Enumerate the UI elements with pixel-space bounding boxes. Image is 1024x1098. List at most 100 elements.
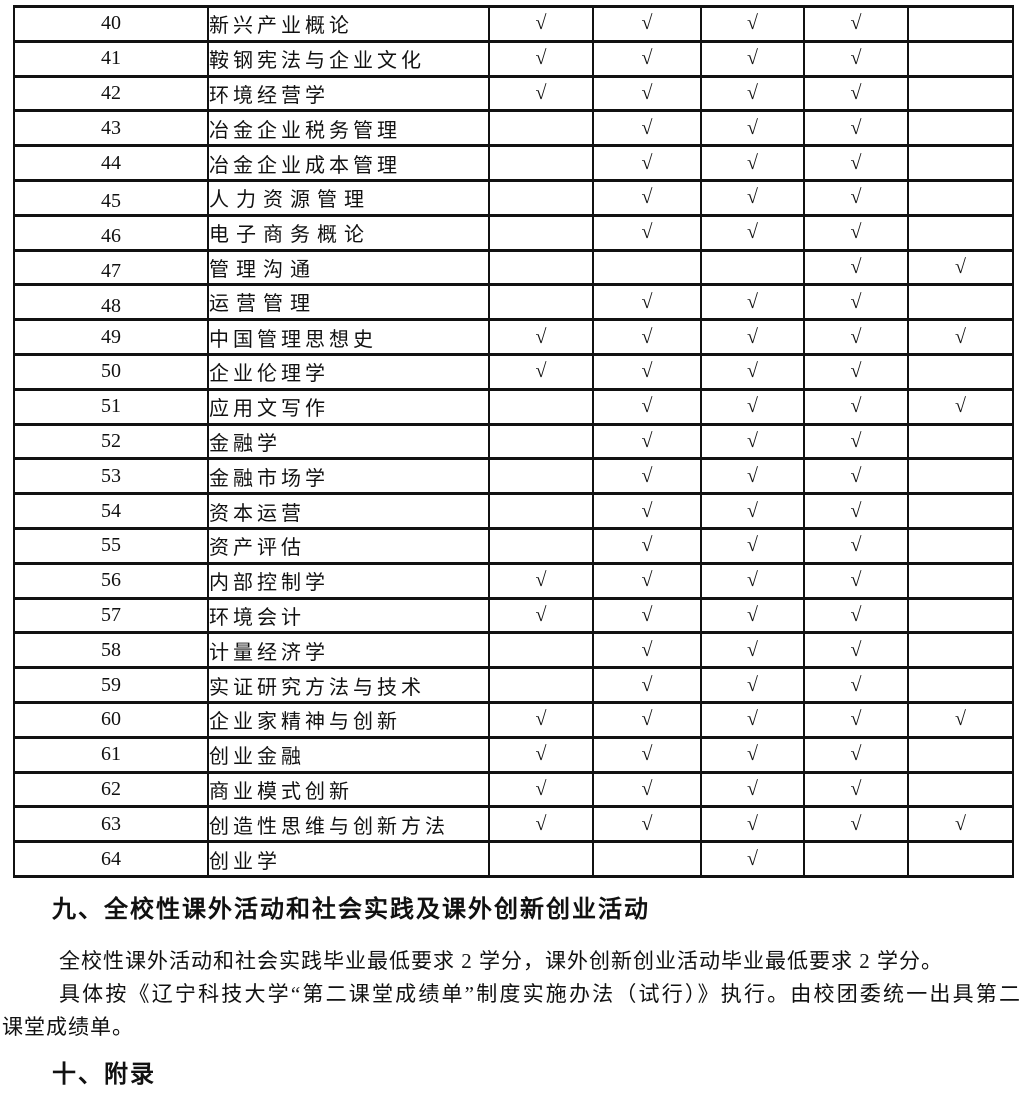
course-name-cell: 人力资源管理 xyxy=(207,178,490,217)
empty-check-cell xyxy=(488,840,594,878)
empty-check-cell xyxy=(488,631,594,670)
empty-check-cell xyxy=(907,213,1014,252)
course-name-cell: 金融学 xyxy=(207,422,490,461)
checkmark-cell: √ xyxy=(488,805,594,844)
row-number: 63 xyxy=(101,812,121,835)
checkmark-cell: √ xyxy=(488,318,594,356)
checkmark-cell: √ xyxy=(803,213,909,252)
checkmark-cell: √ xyxy=(592,144,702,182)
empty-check-cell xyxy=(907,492,1014,530)
row-number: 57 xyxy=(101,603,121,626)
checkmark-cell: √ xyxy=(907,387,1014,426)
checkmark-cell: √ xyxy=(488,770,594,809)
row-number: 42 xyxy=(101,81,121,104)
paragraph-policy-line-2: 课堂成绩单。 xyxy=(2,1015,134,1039)
row-number-cell: 56 xyxy=(13,561,209,600)
row-number: 53 xyxy=(101,464,121,487)
section-9-body: 全校性课外活动和社会实践毕业最低要求 2 学分，课外创新创业活动毕业最低要求 2… xyxy=(2,945,1021,1044)
checkmark-cell: √ xyxy=(592,387,702,426)
checkmark-cell: √ xyxy=(592,526,702,565)
course-name-cell: 管理沟通 xyxy=(207,248,490,287)
empty-check-cell xyxy=(907,178,1014,217)
checkmark-cell: √ xyxy=(488,700,594,739)
checkmark-cell: √ xyxy=(700,387,805,426)
table-row: 57 环境会计 √ √ √ √ xyxy=(13,596,1014,635)
checkmark-cell: √ xyxy=(803,283,909,322)
checkmark-cell: √ xyxy=(907,248,1014,287)
table-row: 53 金融市场学 √ √ √ xyxy=(13,457,1014,496)
table-row: 58 计量经济学 √ √ √ xyxy=(13,631,1014,670)
checkmark-cell: √ xyxy=(592,492,702,530)
checkmark-cell: √ xyxy=(907,318,1014,356)
checkmark-cell: √ xyxy=(803,5,909,43)
checkmark-cell: √ xyxy=(700,318,805,356)
checkmark-cell: √ xyxy=(700,492,805,530)
empty-check-cell xyxy=(488,387,594,426)
empty-check-cell xyxy=(488,178,594,217)
checkmark-cell: √ xyxy=(592,178,702,217)
checkmark-cell: √ xyxy=(700,5,805,43)
section-9-heading: 九、全校性课外活动和社会实践及课外创新创业活动 xyxy=(52,896,650,923)
checkmark-cell: √ xyxy=(592,457,702,496)
row-number: 55 xyxy=(101,534,121,557)
course-name-cell: 创业学 xyxy=(207,840,490,878)
table-row: 64 创业学 √ xyxy=(13,840,1014,878)
empty-check-cell xyxy=(488,213,594,252)
row-number: 64 xyxy=(101,847,121,870)
checkmark-cell: √ xyxy=(700,770,805,809)
table-row: 41 鞍钢宪法与企业文化 √ √ √ √ xyxy=(13,39,1014,78)
checkmark-cell: √ xyxy=(700,631,805,670)
row-number-cell: 49 xyxy=(13,318,209,356)
row-number: 60 xyxy=(101,708,121,731)
checkmark-cell: √ xyxy=(803,596,909,635)
row-number-cell: 45 xyxy=(13,178,209,217)
empty-check-cell xyxy=(907,840,1014,878)
checkmark-cell: √ xyxy=(700,144,805,182)
row-number-cell: 46 xyxy=(13,213,209,252)
empty-check-cell xyxy=(488,248,594,287)
row-number-cell: 62 xyxy=(13,770,209,809)
empty-check-cell xyxy=(907,526,1014,565)
row-number-cell: 50 xyxy=(13,352,209,391)
empty-check-cell xyxy=(488,492,594,530)
course-name-cell: 中国管理思想史 xyxy=(207,318,490,356)
row-number-cell: 57 xyxy=(13,596,209,635)
row-number-cell: 47 xyxy=(13,248,209,287)
row-number: 48 xyxy=(101,294,121,317)
row-number-cell: 63 xyxy=(13,805,209,844)
checkmark-cell: √ xyxy=(592,109,702,148)
checkmark-cell: √ xyxy=(803,387,909,426)
row-number: 62 xyxy=(101,777,121,800)
empty-check-cell xyxy=(488,283,594,322)
checkmark-cell: √ xyxy=(488,39,594,78)
table-row: 47 管理沟通 √ √ xyxy=(13,248,1014,287)
checkmark-cell: √ xyxy=(592,666,702,704)
checkmark-cell: √ xyxy=(700,74,805,113)
row-number-cell: 58 xyxy=(13,631,209,670)
row-number-cell: 55 xyxy=(13,526,209,565)
checkmark-cell: √ xyxy=(488,5,594,43)
course-name-cell: 环境经营学 xyxy=(207,74,490,113)
table-row: 50 企业伦理学 √ √ √ √ xyxy=(13,352,1014,391)
course-name-cell: 冶金企业税务管理 xyxy=(207,109,490,148)
checkmark-cell: √ xyxy=(700,109,805,148)
checkmark-cell: √ xyxy=(592,318,702,356)
course-name-cell: 商业模式创新 xyxy=(207,770,490,809)
row-number: 52 xyxy=(101,429,121,452)
row-number-cell: 41 xyxy=(13,39,209,78)
table-row: 56 内部控制学 √ √ √ √ xyxy=(13,561,1014,600)
checkmark-cell: √ xyxy=(700,596,805,635)
checkmark-cell: √ xyxy=(700,39,805,78)
table-row: 61 创业金融 √ √ √ √ xyxy=(13,735,1014,774)
course-name-cell: 环境会计 xyxy=(207,596,490,635)
course-table: 40 新兴产业概论 √ √ √ √ 41 鞍钢宪法与企业文化 √ √ √ √ 42 环境经营学 √ √ √ √ 43… xyxy=(13,5,1014,878)
table-row: 46 电子商务概论 √ √ √ xyxy=(13,213,1014,252)
checkmark-cell: √ xyxy=(803,457,909,496)
empty-check-cell xyxy=(700,248,805,287)
checkmark-cell: √ xyxy=(592,805,702,844)
table-row: 52 金融学 √ √ √ xyxy=(13,422,1014,461)
checkmark-cell: √ xyxy=(700,178,805,217)
checkmark-cell: √ xyxy=(592,213,702,252)
table-row: 60 企业家精神与创新 √ √ √ √ √ xyxy=(13,700,1014,739)
